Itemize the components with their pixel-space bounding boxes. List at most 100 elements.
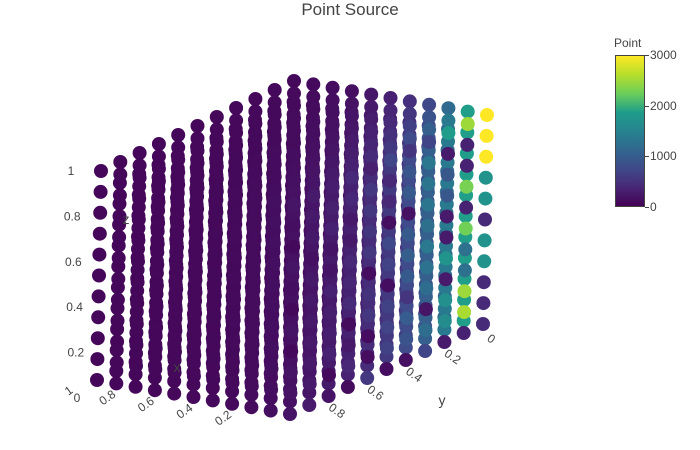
data-point[interactable] (287, 185, 301, 200)
data-point[interactable] (306, 151, 321, 166)
data-point[interactable] (151, 137, 166, 151)
data-point[interactable] (190, 201, 205, 216)
data-point[interactable] (208, 268, 223, 282)
data-point[interactable] (229, 175, 244, 190)
data-point[interactable] (437, 335, 452, 349)
data-point[interactable] (382, 215, 397, 230)
data-point[interactable] (287, 74, 301, 88)
data-point[interactable] (287, 98, 301, 113)
data-point[interactable] (344, 96, 359, 111)
data-point[interactable] (306, 176, 321, 191)
data-point[interactable] (207, 330, 221, 345)
data-point[interactable] (265, 299, 280, 314)
data-point[interactable] (363, 224, 377, 239)
data-point[interactable] (284, 323, 299, 338)
data-point[interactable] (228, 229, 243, 244)
data-point[interactable] (190, 181, 205, 195)
data-point[interactable] (381, 236, 396, 251)
data-point[interactable] (248, 212, 262, 227)
data-point[interactable] (383, 140, 398, 155)
data-point[interactable] (287, 123, 301, 138)
data-point[interactable] (441, 146, 455, 161)
data-point[interactable] (110, 313, 125, 328)
data-point[interactable] (418, 323, 433, 338)
data-point[interactable] (344, 212, 359, 227)
data-point[interactable] (379, 341, 394, 356)
data-point[interactable] (150, 257, 165, 272)
data-point[interactable] (323, 305, 338, 320)
data-point[interactable] (325, 105, 340, 120)
data-point[interactable] (364, 137, 379, 152)
data-point[interactable] (209, 205, 224, 220)
data-point[interactable] (306, 164, 321, 179)
data-point[interactable] (476, 317, 490, 331)
data-point[interactable] (150, 236, 165, 251)
data-point[interactable] (441, 126, 456, 140)
data-point[interactable] (171, 128, 186, 142)
data-point[interactable] (363, 203, 378, 218)
data-point[interactable] (287, 148, 301, 163)
data-point[interactable] (209, 122, 224, 137)
data-point[interactable] (149, 320, 164, 335)
data-point[interactable] (306, 189, 321, 203)
data-point[interactable] (151, 195, 166, 210)
data-point[interactable] (323, 284, 338, 299)
data-point[interactable] (151, 161, 166, 176)
data-point[interactable] (190, 143, 205, 158)
data-point[interactable] (306, 77, 321, 92)
data-point[interactable] (171, 165, 186, 180)
data-point[interactable] (208, 247, 223, 262)
data-point[interactable] (305, 209, 320, 224)
data-point[interactable] (92, 226, 107, 241)
data-point[interactable] (439, 230, 454, 245)
data-point[interactable] (325, 180, 340, 194)
data-point[interactable] (227, 292, 242, 307)
data-point[interactable] (460, 117, 475, 131)
data-point[interactable] (285, 260, 300, 275)
data-point[interactable] (364, 149, 379, 164)
data-point[interactable] (344, 133, 359, 148)
data-point[interactable] (112, 230, 127, 245)
data-point[interactable] (302, 398, 317, 412)
data-point[interactable] (480, 108, 494, 122)
data-point[interactable] (229, 113, 244, 128)
data-point[interactable] (379, 362, 394, 376)
data-point[interactable] (420, 218, 435, 233)
data-point[interactable] (92, 268, 106, 283)
data-point[interactable] (383, 153, 398, 167)
data-point[interactable] (287, 86, 301, 101)
data-point[interactable] (399, 311, 414, 326)
data-point[interactable] (306, 114, 321, 129)
data-point[interactable] (344, 171, 359, 185)
data-point[interactable] (227, 271, 242, 286)
data-point[interactable] (209, 184, 224, 199)
data-point[interactable] (110, 334, 125, 349)
data-point[interactable] (325, 118, 340, 132)
data-point[interactable] (190, 168, 205, 183)
data-point[interactable] (325, 80, 340, 95)
data-point[interactable] (383, 173, 398, 188)
data-point[interactable] (225, 355, 240, 369)
data-point[interactable] (246, 274, 261, 289)
data-point[interactable] (341, 338, 356, 353)
data-point[interactable] (111, 271, 126, 286)
data-point[interactable] (189, 222, 204, 237)
data-point[interactable] (322, 368, 336, 383)
data-point[interactable] (325, 93, 340, 108)
data-point[interactable] (147, 383, 162, 398)
data-point[interactable] (190, 131, 205, 146)
data-point[interactable] (248, 191, 263, 206)
data-point[interactable] (402, 119, 417, 134)
data-point[interactable] (342, 296, 357, 311)
data-point[interactable] (478, 170, 493, 185)
data-point[interactable] (422, 122, 437, 137)
data-point[interactable] (321, 389, 336, 403)
data-point[interactable] (148, 341, 163, 356)
data-point[interactable] (167, 365, 182, 380)
data-point[interactable] (418, 302, 433, 317)
data-point[interactable] (169, 282, 184, 297)
data-point[interactable] (132, 146, 147, 160)
data-point[interactable] (402, 131, 417, 146)
data-point[interactable] (266, 278, 281, 293)
data-point[interactable] (94, 164, 108, 178)
